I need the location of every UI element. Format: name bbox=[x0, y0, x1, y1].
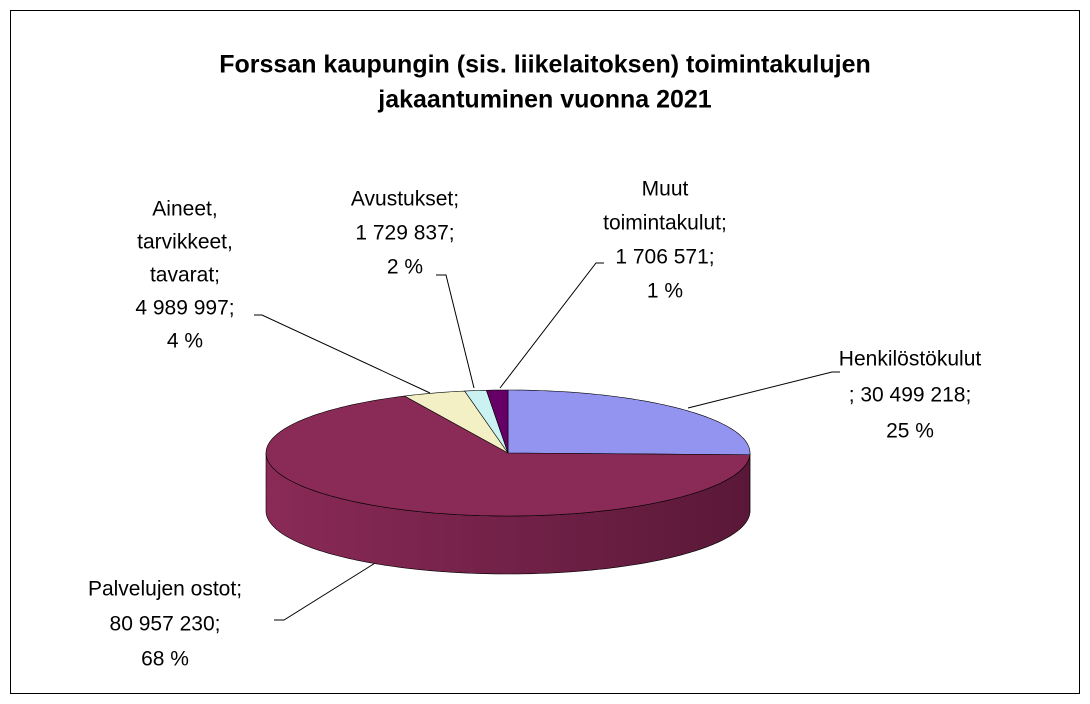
leader-line bbox=[687, 371, 840, 409]
data-label: 68 % bbox=[141, 648, 189, 671]
data-label: Palvelujen ostot; bbox=[88, 578, 242, 601]
data-label: Muut bbox=[642, 178, 689, 201]
leader-line bbox=[436, 274, 475, 389]
leader-line bbox=[274, 559, 381, 621]
pie bbox=[265, 389, 751, 575]
data-label: Avustukset; bbox=[351, 188, 459, 211]
data-label: 25 % bbox=[886, 420, 934, 443]
leader-line bbox=[499, 262, 604, 389]
data-label: Henkilöstökulut bbox=[839, 348, 982, 371]
pie-slice bbox=[464, 389, 509, 454]
data-label: 4 989 997; bbox=[135, 297, 234, 320]
chart-frame bbox=[10, 10, 1080, 694]
data-label: ; 30 499 218; bbox=[849, 384, 972, 407]
data-label: tarvikkeet, bbox=[137, 231, 233, 254]
data-label: 1 % bbox=[647, 280, 683, 303]
chart-title: Forssan kaupungin (sis. liikelaitoksen) … bbox=[219, 51, 871, 79]
data-label: 1 706 571; bbox=[615, 246, 714, 269]
pie-slice bbox=[403, 390, 509, 454]
chart-title: jakaantuminen vuonna 2021 bbox=[377, 86, 712, 114]
pie-slice bbox=[265, 395, 751, 517]
labels: Henkilöstökulut ; 30 499 218; 25 % Palveluj… bbox=[88, 178, 981, 671]
data-label: 80 957 230; bbox=[110, 613, 221, 636]
data-label: toimintakulut; bbox=[603, 212, 727, 235]
data-label: 1 729 837; bbox=[355, 222, 454, 245]
pie-slice bbox=[507, 389, 751, 456]
leader-lines bbox=[254, 262, 840, 621]
pie-slice bbox=[485, 389, 509, 454]
data-label: 4 % bbox=[167, 330, 203, 353]
leader-line bbox=[254, 314, 431, 394]
data-label: 2 % bbox=[387, 256, 423, 279]
data-label: tavarat; bbox=[150, 264, 220, 287]
data-label: Aineet, bbox=[152, 198, 217, 221]
